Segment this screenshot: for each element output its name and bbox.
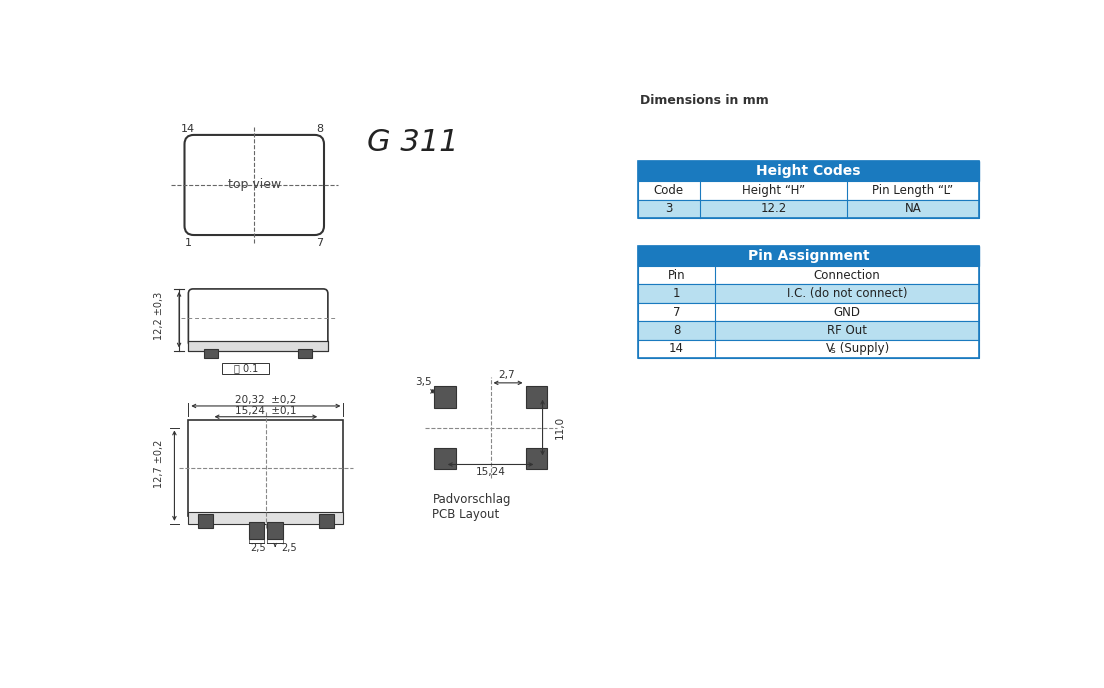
Text: Pin Length “L”: Pin Length “L”	[872, 184, 954, 197]
Text: GND: GND	[834, 305, 861, 319]
Bar	[526, 386, 548, 407]
Text: 7: 7	[672, 305, 680, 319]
Text: Pin: Pin	[668, 268, 686, 281]
Text: 7: 7	[317, 238, 323, 248]
Text: 8: 8	[673, 324, 680, 337]
Text: 14: 14	[669, 343, 684, 356]
Text: 14: 14	[181, 124, 195, 133]
Text: Height Codes: Height Codes	[756, 164, 861, 178]
Text: V: V	[826, 343, 834, 356]
Text: Dimensions in mm: Dimensions in mm	[640, 94, 769, 107]
Bar	[189, 341, 328, 350]
Bar	[319, 514, 335, 528]
Text: 8: 8	[317, 124, 323, 133]
Text: 2,7: 2,7	[498, 370, 514, 380]
Text: RF Out: RF Out	[827, 324, 867, 337]
Text: 12.2: 12.2	[761, 202, 787, 215]
Bar	[189, 420, 343, 516]
Text: 1: 1	[184, 238, 192, 248]
Text: 2,5: 2,5	[282, 544, 297, 553]
Text: s: s	[831, 346, 836, 356]
Bar	[638, 340, 979, 358]
Text: 2,5: 2,5	[251, 544, 266, 553]
Bar	[248, 522, 264, 539]
Text: 12,2 ±0,3: 12,2 ±0,3	[153, 292, 163, 340]
Bar	[198, 514, 213, 528]
Text: Height “H”: Height “H”	[742, 184, 805, 197]
Bar	[204, 349, 217, 358]
Text: Connection: Connection	[814, 268, 881, 281]
Text: 3,5: 3,5	[415, 377, 432, 387]
Bar	[189, 513, 343, 524]
Bar	[189, 341, 328, 350]
Bar	[434, 447, 456, 469]
Text: (Supply): (Supply)	[836, 343, 889, 356]
Text: 15,24: 15,24	[476, 467, 506, 477]
FancyBboxPatch shape	[184, 135, 323, 235]
Text: Padvorschlag
PCB Layout: Padvorschlag PCB Layout	[433, 493, 511, 521]
Bar	[638, 200, 979, 218]
Bar	[267, 522, 283, 539]
Bar	[638, 161, 979, 218]
Text: Code: Code	[654, 184, 684, 197]
Text: 11,0: 11,0	[554, 416, 564, 439]
FancyBboxPatch shape	[189, 289, 328, 347]
Text: ⦾ 0.1: ⦾ 0.1	[234, 363, 258, 373]
Text: 3: 3	[666, 202, 672, 215]
Bar	[638, 161, 979, 181]
Text: NA: NA	[904, 202, 922, 215]
Text: 12,7 ±0,2: 12,7 ±0,2	[153, 440, 163, 488]
Text: top view: top view	[227, 178, 280, 191]
Text: I.C. (do not connect): I.C. (do not connect)	[787, 287, 907, 300]
Text: 1: 1	[672, 287, 680, 300]
Text: Pin Assignment: Pin Assignment	[747, 249, 869, 263]
Text: G 311: G 311	[368, 128, 459, 157]
Bar	[638, 303, 979, 321]
Bar	[526, 447, 548, 469]
Bar	[638, 246, 979, 266]
Bar	[638, 321, 979, 340]
Bar	[638, 266, 979, 284]
Bar	[298, 349, 312, 358]
Bar	[223, 363, 269, 374]
Bar	[434, 386, 456, 407]
Text: 15,24  ±0,1: 15,24 ±0,1	[235, 407, 297, 416]
Bar	[638, 246, 979, 358]
Bar	[638, 181, 979, 200]
Bar	[638, 284, 979, 303]
Text: 20,32  ±0,2: 20,32 ±0,2	[235, 395, 297, 405]
